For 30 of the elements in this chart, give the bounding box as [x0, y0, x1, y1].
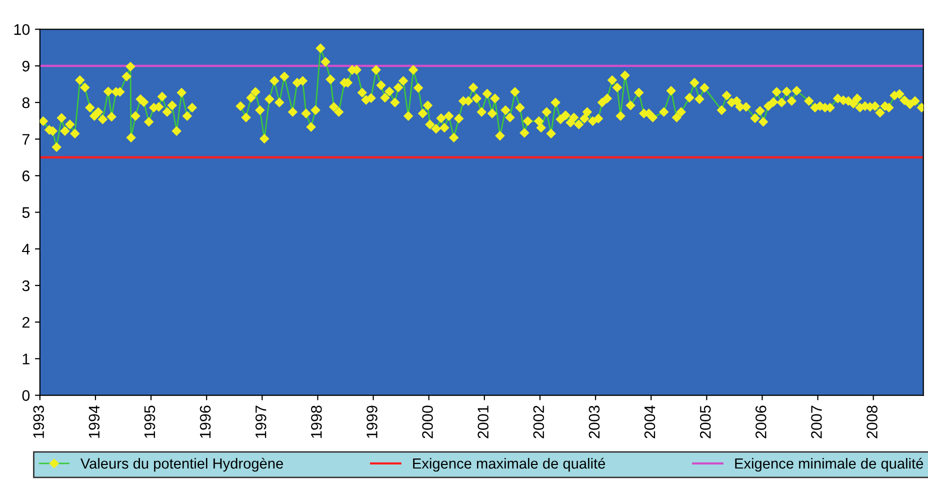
x-tick-label: 2008: [866, 406, 878, 438]
x-tick-label: 2005: [700, 406, 711, 438]
legend-label: Exigence minimale de qualité: [735, 458, 924, 472]
y-tick-label: 0: [22, 390, 30, 401]
y-tick-label: 7: [22, 134, 30, 145]
y-tick-label: 5: [22, 207, 30, 218]
y-tick-label: 2: [22, 316, 30, 328]
x-tick-label: 2003: [588, 406, 600, 438]
y-tick-label: 4: [22, 244, 30, 254]
x-tick-label: 1997: [255, 406, 266, 438]
y-tick-label: 3: [22, 280, 30, 292]
x-tick-label: 2007: [811, 406, 822, 438]
x-tick-label: 1993: [33, 406, 44, 438]
x-tick-label: 1994: [88, 405, 100, 438]
legend-label: Exigence maximale de qualité: [413, 458, 606, 472]
x-tick-label: 2004: [644, 405, 656, 438]
y-tick-label: 8: [22, 97, 30, 108]
x-tick-label: 1996: [200, 406, 211, 438]
x-tick-label: 2000: [422, 406, 433, 438]
y-tick-label: 1: [22, 354, 30, 364]
x-tick-label: 1998: [311, 406, 322, 438]
x-tick-label: 1995: [144, 406, 156, 438]
x-tick-label: 1999: [366, 406, 378, 438]
y-tick-label: 10: [14, 24, 30, 35]
y-tick-label: 6: [22, 170, 30, 182]
y-tick-label: 9: [22, 60, 30, 72]
x-tick-label: 2002: [533, 406, 544, 438]
legend-label: Valeurs du potentiel Hydrogène: [80, 458, 283, 472]
x-tick-label: 2006: [756, 406, 766, 438]
x-tick-label: 2001: [478, 406, 489, 438]
